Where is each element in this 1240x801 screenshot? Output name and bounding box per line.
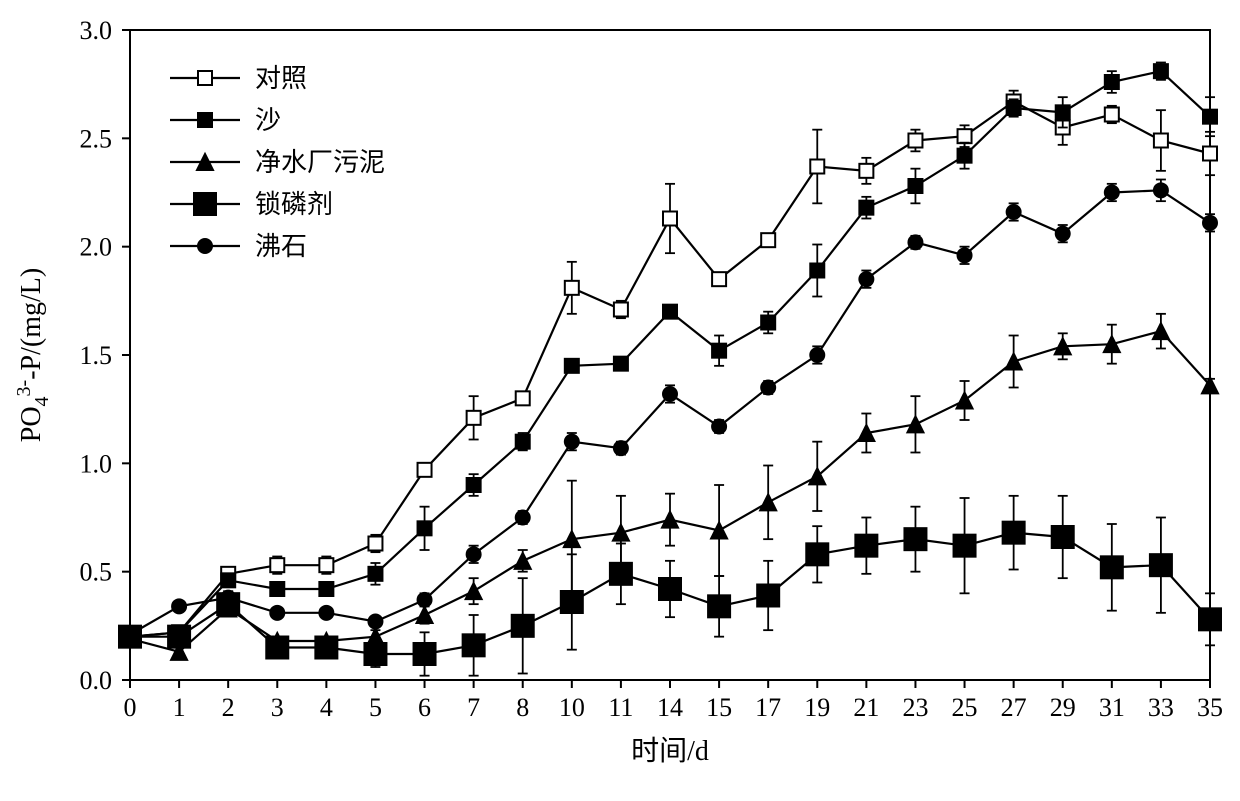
series-line xyxy=(130,102,1210,637)
y-tick-label: 1.5 xyxy=(80,341,113,370)
x-tick-label: 33 xyxy=(1148,693,1174,722)
x-tick-label: 35 xyxy=(1197,693,1223,722)
x-tick-label: 17 xyxy=(755,693,781,722)
legend-item: 沸石 xyxy=(170,232,307,261)
y-tick-label: 0.5 xyxy=(80,558,113,587)
x-tick-label: 23 xyxy=(902,693,928,722)
x-tick-label: 25 xyxy=(952,693,978,722)
legend-label: 对照 xyxy=(255,64,307,93)
y-tick-label: 3.0 xyxy=(80,16,113,45)
legend-item: 净水厂污泥 xyxy=(170,148,385,177)
x-tick-label: 10 xyxy=(559,693,585,722)
x-tick-label: 3 xyxy=(271,693,284,722)
y-tick-label: 0.0 xyxy=(80,666,113,695)
x-tick-label: 21 xyxy=(853,693,879,722)
x-tick-label: 15 xyxy=(706,693,732,722)
chart-svg: 0.00.51.01.52.02.53.00123456781011141517… xyxy=(0,0,1240,801)
x-tick-label: 29 xyxy=(1050,693,1076,722)
legend-item: 沙 xyxy=(170,106,281,135)
legend-label: 净水厂污泥 xyxy=(255,148,385,177)
y-axis-label: PO43--P/(mg/L) xyxy=(13,268,53,442)
x-tick-label: 14 xyxy=(657,693,683,722)
legend-item: 锁磷剂 xyxy=(170,190,333,219)
x-tick-label: 19 xyxy=(804,693,830,722)
x-tick-label: 5 xyxy=(369,693,382,722)
line-chart: 0.00.51.01.52.02.53.00123456781011141517… xyxy=(0,0,1240,801)
x-tick-label: 7 xyxy=(467,693,480,722)
legend-label: 沸石 xyxy=(255,232,307,261)
x-axis-label: 时间/d xyxy=(631,735,709,767)
legend-item: 对照 xyxy=(170,64,307,93)
x-tick-label: 6 xyxy=(418,693,431,722)
x-tick-label: 0 xyxy=(124,693,137,722)
x-tick-label: 4 xyxy=(320,693,333,722)
x-tick-label: 8 xyxy=(516,693,529,722)
legend-label: 沙 xyxy=(255,106,281,135)
x-tick-label: 27 xyxy=(1001,693,1027,722)
x-tick-label: 1 xyxy=(173,693,186,722)
x-tick-label: 2 xyxy=(222,693,235,722)
x-tick-label: 31 xyxy=(1099,693,1125,722)
y-tick-label: 2.5 xyxy=(80,124,113,153)
y-tick-label: 1.0 xyxy=(80,449,113,478)
x-tick-label: 11 xyxy=(608,693,633,722)
legend-label: 锁磷剂 xyxy=(255,190,333,219)
y-tick-label: 2.0 xyxy=(80,233,113,262)
